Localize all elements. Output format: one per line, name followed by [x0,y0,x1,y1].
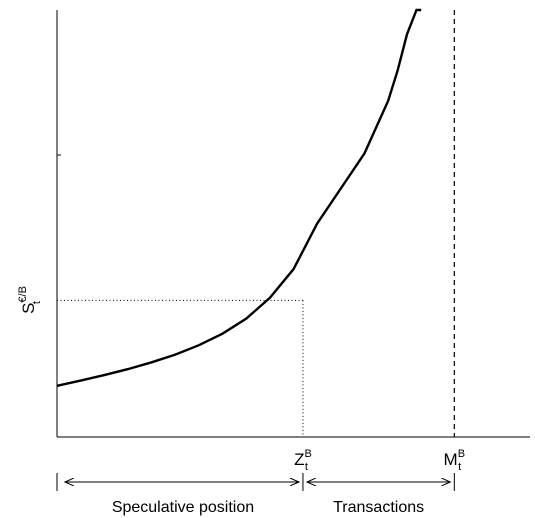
x-marker-m: MB t [444,448,466,473]
series-curve [56,8,422,387]
transactions-label: Transactions [333,499,424,516]
y-axis-label: S€/B t [17,286,43,314]
x-marker-z: ZB t [294,448,312,473]
speculative-position-label: Speculative position [112,499,254,516]
